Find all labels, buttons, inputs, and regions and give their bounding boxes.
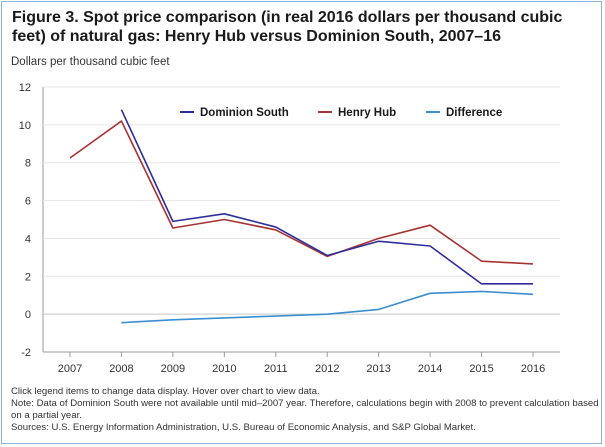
x-tick-label: 2013 <box>366 363 390 375</box>
note-sources: Sources: U.S. Energy Information Adminis… <box>11 422 476 433</box>
x-tick-label: 2016 <box>521 363 545 375</box>
y-axis-label: Dollars per thousand cubic feet <box>11 56 170 68</box>
y-tick-label: 8 <box>25 158 31 170</box>
series-line-difference[interactable] <box>121 290 534 324</box>
legend-label: Henry Hub <box>338 107 396 119</box>
y-tick-label: -2 <box>21 347 31 359</box>
x-axis-ticks: 2007 2008 2009 2010 2011 2012 2013 2014 2015 2016 <box>58 352 545 375</box>
series-line-henry-hub[interactable] <box>69 120 534 265</box>
legend-item-dominion-south[interactable]: Dominion South <box>180 107 289 119</box>
y-tick-label: 6 <box>25 196 31 208</box>
note-instructions: Click legend items to change data displa… <box>11 386 320 397</box>
y-axis-ticks: -2 0 2 4 6 8 10 12 <box>19 82 31 359</box>
series-lines <box>69 109 534 324</box>
legend: Dominion South Henry Hub Difference <box>180 107 502 119</box>
x-tick-label: 2008 <box>109 363 133 375</box>
legend-label: Difference <box>446 107 502 119</box>
y-tick-label: 4 <box>25 233 31 245</box>
note-data-availability: Note: Data of Dominion South were not av… <box>11 398 599 421</box>
x-tick-label: 2007 <box>58 363 82 375</box>
x-tick-label: 2010 <box>212 363 236 375</box>
legend-item-henry-hub[interactable]: Henry Hub <box>318 107 396 119</box>
chart-notes: Click legend items to change data displa… <box>11 386 601 434</box>
y-tick-label: 10 <box>19 120 31 132</box>
legend-item-difference[interactable]: Difference <box>426 107 502 119</box>
x-tick-label: 2015 <box>469 363 493 375</box>
x-tick-label: 2014 <box>418 363 442 375</box>
series-line-dominion-south[interactable] <box>120 109 533 285</box>
x-tick-label: 2012 <box>315 363 339 375</box>
x-tick-label: 2011 <box>264 363 288 375</box>
grid-lines <box>42 86 560 353</box>
y-tick-label: 2 <box>25 271 31 283</box>
x-tick-label: 2009 <box>161 363 185 375</box>
y-tick-label: 12 <box>19 82 31 94</box>
y-tick-label: 0 <box>25 309 31 321</box>
chart-title: Figure 3. Spot price comparison (in real… <box>12 9 563 45</box>
legend-label: Dominion South <box>200 107 289 119</box>
